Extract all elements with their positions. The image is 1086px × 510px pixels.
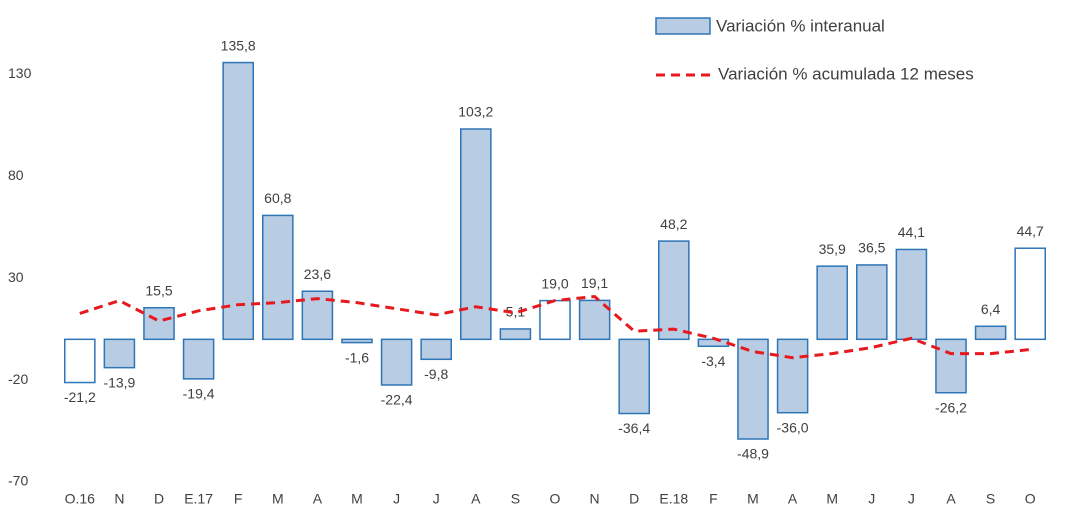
data-label: -3,4 xyxy=(701,353,725,369)
x-tick-label: A xyxy=(788,491,798,507)
y-tick-label: -70 xyxy=(8,473,28,489)
data-label: 15,5 xyxy=(145,282,172,298)
legend-label: Variación % acumulada 12 meses xyxy=(718,64,974,83)
data-label: -13,9 xyxy=(103,374,135,390)
bar xyxy=(380,338,413,386)
bar xyxy=(658,240,690,341)
x-tick-label: F xyxy=(709,491,718,507)
bar xyxy=(816,265,848,341)
x-tick-label: E.18 xyxy=(659,491,688,507)
x-tick-label: F xyxy=(234,491,243,507)
data-label: 19,0 xyxy=(541,275,568,291)
x-tick-label: M xyxy=(747,491,759,507)
bar xyxy=(697,338,730,348)
bar xyxy=(143,306,175,341)
bar xyxy=(222,61,254,341)
data-label: 44,7 xyxy=(1017,223,1044,239)
x-tick-label: N xyxy=(114,491,124,507)
x-tick-label: D xyxy=(154,491,164,507)
line xyxy=(79,294,1031,360)
bar xyxy=(737,338,769,440)
data-label: 23,6 xyxy=(304,266,331,282)
legend-swatch xyxy=(655,17,711,35)
x-tick-label: N xyxy=(590,491,600,507)
x-tick-label: S xyxy=(511,491,520,507)
bar xyxy=(895,248,928,341)
x-tick-label: D xyxy=(629,491,639,507)
x-tick-label: A xyxy=(471,491,481,507)
y-tick-label: 80 xyxy=(8,167,24,183)
x-tick-label: E.17 xyxy=(184,491,213,507)
bar xyxy=(64,338,96,384)
data-label: -36,4 xyxy=(618,420,650,436)
x-tick-label: S xyxy=(986,491,995,507)
data-label: -36,0 xyxy=(777,419,809,435)
x-tick-label: J xyxy=(393,491,400,507)
bar xyxy=(935,338,967,394)
x-tick-label: J xyxy=(433,491,440,507)
bar xyxy=(618,338,650,415)
data-label: 6,4 xyxy=(981,301,1001,317)
data-label: -19,4 xyxy=(183,386,215,402)
bar xyxy=(856,264,888,341)
bar xyxy=(1014,247,1046,341)
data-label: 35,9 xyxy=(819,241,846,257)
data-label: 36,5 xyxy=(858,240,885,256)
x-tick-label: M xyxy=(272,491,284,507)
bar xyxy=(420,338,452,361)
x-tick-label: J xyxy=(868,491,875,507)
x-tick-label: M xyxy=(351,491,363,507)
legend-label: Variación % interanual xyxy=(716,16,885,35)
bar xyxy=(499,328,532,341)
x-tick-label: J xyxy=(908,491,915,507)
data-label: 60,8 xyxy=(264,190,291,206)
data-label: 44,1 xyxy=(898,224,925,240)
data-label: -1,6 xyxy=(345,349,369,365)
bar xyxy=(103,338,136,369)
bar xyxy=(182,338,215,380)
x-tick-label: M xyxy=(826,491,838,507)
x-tick-label: O.16 xyxy=(65,491,96,507)
data-label: -48,9 xyxy=(737,446,769,462)
bar xyxy=(460,128,492,341)
data-label: 19,1 xyxy=(581,275,608,291)
bar xyxy=(341,338,373,344)
bar xyxy=(974,325,1007,341)
data-label: -26,2 xyxy=(935,399,967,415)
x-tick-label: O xyxy=(550,491,561,507)
data-label: -9,8 xyxy=(424,366,448,382)
bar xyxy=(776,338,809,414)
y-tick-label: 30 xyxy=(8,269,24,285)
x-tick-label: A xyxy=(313,491,323,507)
data-label: 135,8 xyxy=(221,37,256,53)
y-tick-label: -20 xyxy=(8,371,28,387)
bar xyxy=(262,214,294,341)
data-label: 5,1 xyxy=(506,304,526,320)
bar xyxy=(539,299,571,341)
data-label: 48,2 xyxy=(660,216,687,232)
legend: Variación % interanual Variación % acumu… xyxy=(655,16,974,83)
x-tick-label: O xyxy=(1025,491,1036,507)
data-label: 103,2 xyxy=(458,104,493,120)
x-tick-label: A xyxy=(946,491,956,507)
data-label: -22,4 xyxy=(381,392,413,408)
data-label: -21,2 xyxy=(64,389,96,405)
y-tick-label: 130 xyxy=(8,65,32,81)
